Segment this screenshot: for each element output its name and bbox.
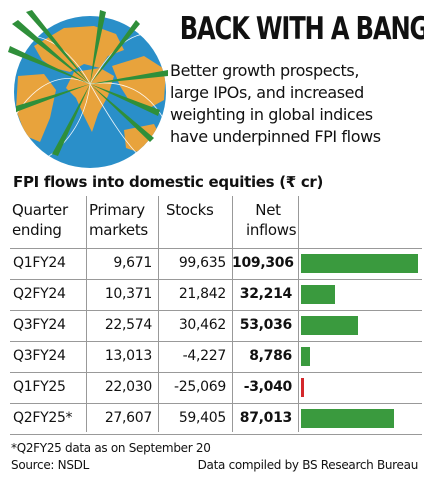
cell-stocks: -25,069 xyxy=(174,379,226,395)
net-inflow-bar xyxy=(301,254,418,273)
cell-primary: 22,030 xyxy=(104,379,152,395)
column-header-net: Net inflows xyxy=(246,201,297,239)
source-line: Source: NSDL xyxy=(11,458,89,472)
subhead-line: weighting in global indices xyxy=(170,105,373,124)
column-header-quarter: Quarter ending xyxy=(12,201,68,239)
cell-stocks: 59,405 xyxy=(178,410,226,426)
subhead-line: large IPOs, and increased xyxy=(170,83,364,102)
cell-primary: 27,607 xyxy=(104,410,152,426)
column-divider xyxy=(298,196,299,432)
column-header-primary: Primary markets xyxy=(89,201,148,239)
row-divider xyxy=(10,279,422,280)
cell-primary: 13,013 xyxy=(104,348,152,364)
net-inflow-bar xyxy=(301,347,311,366)
cell-quarter: Q2FY24 xyxy=(13,286,66,302)
landmass-asia xyxy=(112,56,166,110)
row-divider xyxy=(10,403,422,404)
row-divider xyxy=(10,434,422,435)
subhead-line: have underpinned FPI flows xyxy=(170,127,381,146)
landmass-africa xyxy=(16,74,56,142)
landmass-europe xyxy=(34,26,124,72)
cell-stocks: 30,462 xyxy=(178,317,226,333)
headline: BACK WITH A BANG xyxy=(179,11,424,47)
cell-primary: 9,671 xyxy=(113,255,152,271)
subhead-line: Better growth prospects, xyxy=(170,61,360,80)
row-divider xyxy=(10,372,422,373)
column-divider xyxy=(232,196,233,432)
cell-net: 87,013 xyxy=(239,410,293,426)
chart-title: FPI flows into domestic equities (₹ cr) xyxy=(13,173,324,191)
net-inflow-bar xyxy=(301,378,305,397)
cell-net: 8,786 xyxy=(249,348,292,364)
column-divider xyxy=(86,196,87,432)
net-inflow-bar xyxy=(301,409,395,428)
green-arrow-cluster xyxy=(8,10,168,156)
cell-quarter: Q1FY25 xyxy=(13,379,66,395)
net-inflow-bar xyxy=(301,316,358,335)
cell-primary: 22,574 xyxy=(104,317,152,333)
cell-primary: 10,371 xyxy=(104,286,152,302)
globe-illustration xyxy=(8,10,173,169)
column-divider xyxy=(158,196,159,432)
cell-stocks: -4,227 xyxy=(182,348,227,364)
column-header-stocks: Stocks xyxy=(166,201,214,219)
cell-quarter: Q1FY24 xyxy=(13,255,66,271)
cell-quarter: Q2FY25* xyxy=(13,410,73,426)
row-divider xyxy=(10,310,422,311)
fpi-flows-table: Quarter ending Primary markets Stocks Ne… xyxy=(10,196,422,435)
footnote: *Q2FY25 data as on September 20 xyxy=(11,441,211,455)
cell-net: -3,040 xyxy=(243,379,293,395)
net-inflow-bar xyxy=(301,285,336,304)
row-divider xyxy=(10,341,422,342)
cell-net: 32,214 xyxy=(239,286,293,302)
credit-line: Data compiled by BS Research Bureau xyxy=(197,458,419,472)
cell-quarter: Q3FY24 xyxy=(13,348,66,364)
landmass-india xyxy=(66,68,114,132)
cell-net: 109,306 xyxy=(232,255,294,271)
cell-stocks: 21,842 xyxy=(178,286,226,302)
cell-net: 53,036 xyxy=(239,317,293,333)
cell-stocks: 99,635 xyxy=(178,255,226,271)
cell-quarter: Q3FY24 xyxy=(13,317,66,333)
subhead: Better growth prospects, large IPOs, and… xyxy=(170,60,424,148)
row-divider xyxy=(10,248,422,249)
